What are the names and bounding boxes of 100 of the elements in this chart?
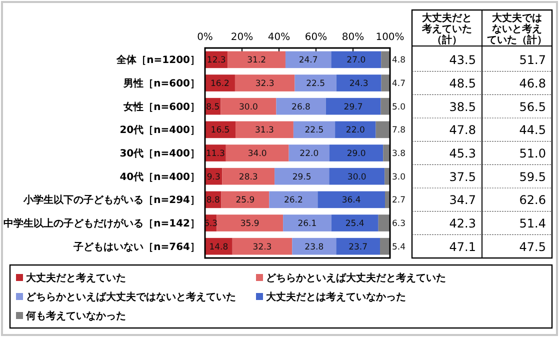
bar <box>222 168 275 185</box>
legend-label: どちらかといえば大丈夫ではないと考えていた <box>26 291 236 303</box>
bar <box>216 214 284 232</box>
bar <box>274 168 330 185</box>
bar <box>220 98 276 115</box>
bar <box>381 51 390 68</box>
text: 34.7 <box>449 193 476 208</box>
bar <box>269 191 318 208</box>
legend-label: 何も考えていなかった <box>25 310 126 322</box>
x-tick-label: 0% <box>197 32 213 43</box>
bar <box>331 214 378 232</box>
bar <box>276 98 326 115</box>
data-label: 23.8 <box>304 242 324 252</box>
y-tick-label: 30代［n=400］ <box>120 148 200 160</box>
text: 44.5 <box>519 123 546 138</box>
data-label: 29.0 <box>346 149 366 159</box>
bar <box>236 121 294 138</box>
text: 42.3 <box>449 216 476 230</box>
bar <box>318 191 386 208</box>
legend-label: 大丈夫だと考えていた <box>25 272 126 284</box>
data-label: 16.2 <box>210 79 230 89</box>
data-label: 4.7 <box>392 79 406 89</box>
data-label: 29.5 <box>292 172 312 182</box>
text: 48.5 <box>449 76 476 90</box>
data-label: 3.0 <box>392 172 406 182</box>
y-tick-label: 子どもはいない［n=764］ <box>72 240 200 253</box>
y-tick-label: 中学生以上の子どもだけがいる［n=142］ <box>4 218 200 230</box>
text: 47.1 <box>449 240 476 254</box>
data-label: 32.3 <box>255 79 274 89</box>
data-label: 3.8 <box>392 149 406 159</box>
text: 47.5 <box>519 240 546 254</box>
data-label: 23.7 <box>348 242 368 252</box>
data-label: 26.2 <box>284 196 303 206</box>
bar <box>378 214 390 232</box>
data-label: 30.0 <box>239 102 258 112</box>
bar <box>221 191 270 208</box>
bar <box>292 238 336 255</box>
data-label: 26.8 <box>292 102 310 112</box>
x-tick-label: 20% <box>230 32 254 43</box>
data-label: 34.0 <box>248 149 267 159</box>
data-label: 7.8 <box>392 126 406 136</box>
bar <box>226 144 289 162</box>
data-label: 24.3 <box>349 79 368 89</box>
data-label: 22.0 <box>300 149 319 159</box>
data-label: 9.3 <box>206 172 220 182</box>
y-tick-label: 全体［n=1200］ <box>116 54 200 66</box>
text: 43.5 <box>449 53 476 68</box>
data-label: 28.3 <box>238 172 258 182</box>
text: 51.0 <box>519 146 546 160</box>
y-tick-label: 小学生以下の子どもがいる［n=294］ <box>22 194 200 206</box>
x-tick-label: 60% <box>304 32 328 43</box>
bar <box>326 98 381 115</box>
data-label: 25.4 <box>345 219 364 229</box>
bar <box>228 51 286 68</box>
data-label: 22.0 <box>346 126 365 136</box>
data-label: 5.0 <box>392 102 406 112</box>
data-label: 22.5 <box>304 126 324 136</box>
legend-label: どちらかといえば大丈夫だと考えていた <box>266 272 446 284</box>
text: 38.5 <box>449 100 476 114</box>
bar <box>381 74 390 92</box>
text: 46.8 <box>519 76 546 90</box>
bar <box>234 74 295 92</box>
data-label: 24.7 <box>298 56 318 66</box>
y-tick-label: 男性［n=600］ <box>122 78 200 90</box>
text: 45.3 <box>449 146 476 160</box>
data-label: 26.1 <box>298 219 317 229</box>
data-label: 8.8 <box>206 196 220 206</box>
data-label: 6.3 <box>392 219 406 229</box>
data-label: 16.5 <box>210 126 230 136</box>
legend-label: 大丈夫だとは考えていなかった <box>265 291 406 303</box>
text: 59.5 <box>519 170 546 184</box>
bar <box>380 238 390 255</box>
x-tick-label: 40% <box>268 32 290 43</box>
data-label: 22.5 <box>306 79 326 89</box>
data-label: 4.8 <box>392 56 406 66</box>
data-label: 27.0 <box>346 56 366 66</box>
text: 37.5 <box>449 170 476 184</box>
data-label: 25.9 <box>236 196 255 206</box>
bar <box>376 121 390 138</box>
text: 62.6 <box>519 193 546 208</box>
data-label: 30.0 <box>347 172 366 182</box>
bar <box>336 238 380 255</box>
data-label: 35.9 <box>240 219 260 229</box>
bar <box>383 144 390 162</box>
text: 51.7 <box>519 53 546 68</box>
data-label: 14.8 <box>209 242 228 252</box>
bar <box>283 214 332 232</box>
data-label: 36.4 <box>342 196 361 206</box>
data-label: 31.3 <box>255 126 274 136</box>
bar <box>336 74 382 92</box>
data-label: 12.3 <box>206 56 226 66</box>
bar <box>335 121 376 138</box>
y-tick-label: 女性［n=600］ <box>122 100 200 113</box>
data-label: 11.3 <box>206 149 225 159</box>
text: 47.8 <box>449 123 476 138</box>
bar <box>285 51 332 68</box>
bar <box>329 168 385 185</box>
data-label: 32.3 <box>252 242 272 252</box>
text: 56.5 <box>519 100 546 114</box>
data-label: 31.2 <box>247 56 266 66</box>
